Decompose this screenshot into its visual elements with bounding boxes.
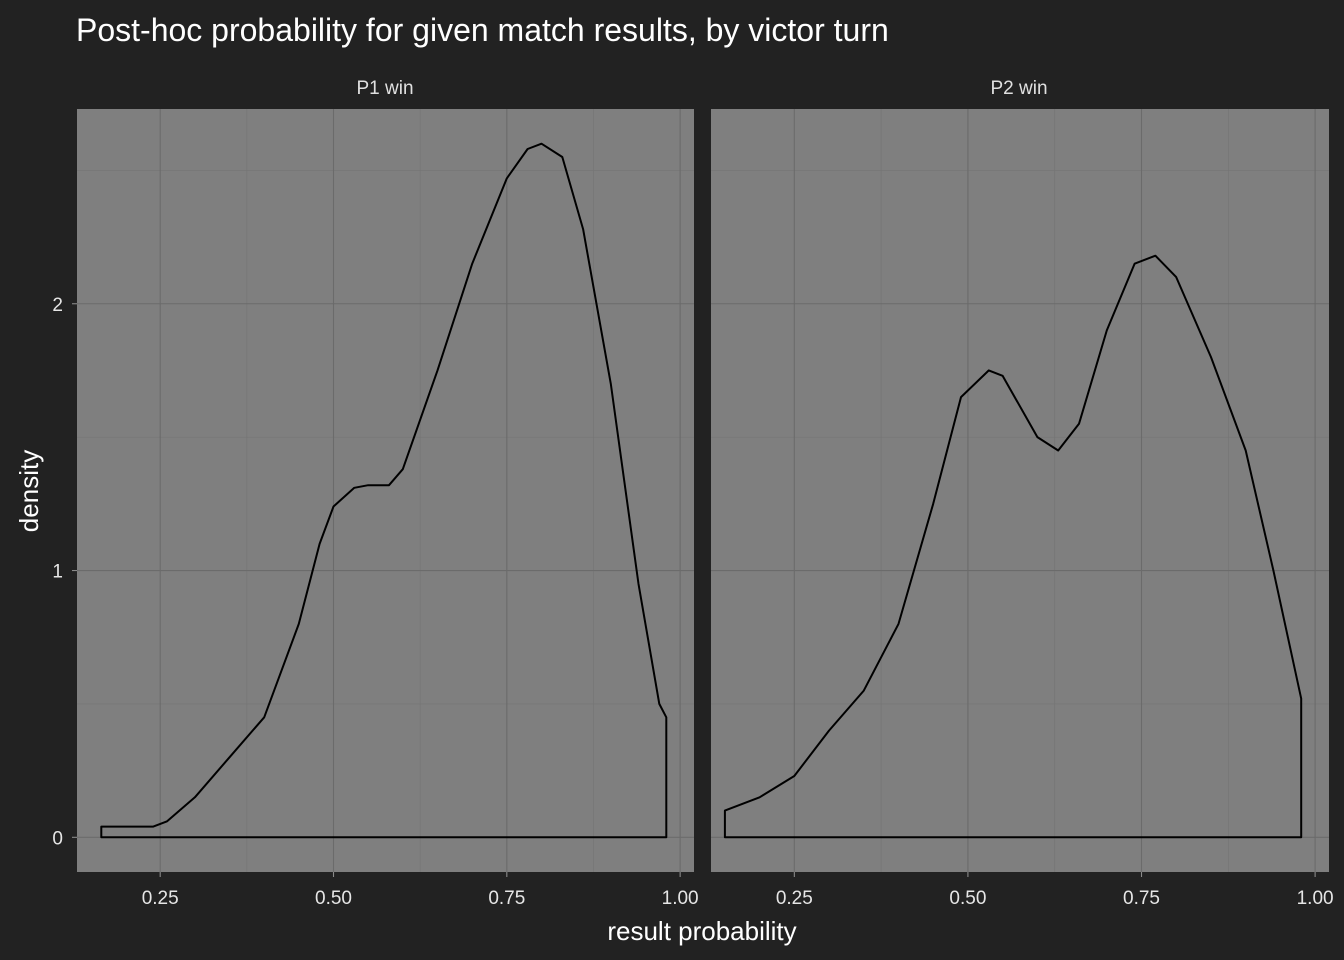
y-axis-title: density — [14, 450, 44, 532]
facet-panel-p2-win: P2 win 0.25 0.50 0.75 1.00 — [711, 78, 1334, 909]
x-tick-label: 1.00 — [1297, 888, 1334, 909]
facet-strip-label: P1 win — [356, 78, 413, 99]
x-tick-label: 0.75 — [488, 888, 525, 909]
y-tick-label: 2 — [52, 295, 63, 316]
x-tick-label: 0.50 — [949, 888, 986, 909]
x-tick-label: 1.00 — [662, 888, 699, 909]
x-tick-label: 0.75 — [1123, 888, 1160, 909]
facet-panel-p1-win: P1 win 0.25 0.50 0.75 1.00 — [77, 78, 699, 909]
panel-background — [77, 109, 694, 872]
y-axis: 0 1 2 — [52, 295, 77, 849]
x-axis-title: result probability — [607, 916, 796, 946]
x-tick-label: 0.50 — [315, 888, 352, 909]
x-tick-label: 0.25 — [142, 888, 179, 909]
y-tick-label: 1 — [52, 562, 63, 583]
panel-background — [711, 109, 1329, 872]
chart-title: Post-hoc probability for given match res… — [76, 12, 889, 48]
x-tick-label: 0.25 — [776, 888, 813, 909]
y-tick-label: 0 — [52, 828, 63, 849]
density-curve — [100, 142, 668, 839]
density-curve — [723, 254, 1303, 839]
facet-strip-label: P2 win — [990, 78, 1047, 99]
